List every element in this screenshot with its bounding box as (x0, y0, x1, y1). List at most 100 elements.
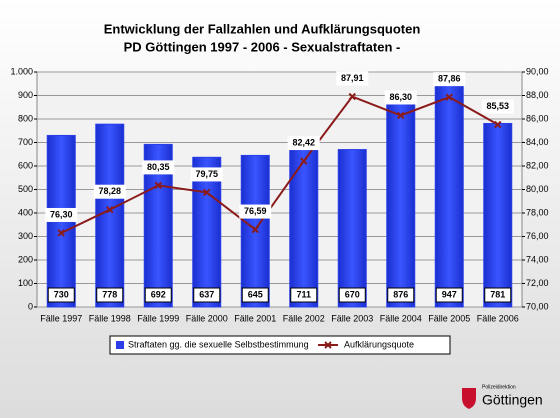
marker (300, 157, 308, 165)
value-label: 730 (54, 289, 69, 299)
legend-label: Aufklärungsquote (344, 339, 414, 349)
y-tick-label: 100 (18, 278, 33, 288)
x-tick-label: Fälle 1999 (137, 313, 179, 323)
value-label-box (142, 160, 175, 175)
marker (494, 120, 502, 129)
logo-caption: Polizeidirektion (482, 384, 516, 390)
value-label: 781 (490, 289, 505, 299)
bar (192, 156, 222, 308)
logo-shield (462, 388, 476, 409)
legend-swatch (116, 341, 124, 349)
value-label: 692 (151, 289, 166, 299)
value-label-box (96, 287, 124, 303)
legend (109, 335, 451, 355)
y2-tick-label: 72,00 (526, 278, 549, 288)
chart-title: Entwicklung der Fallzahlen und Aufklärun… (104, 21, 421, 36)
y2-tick-label: 90,00 (526, 66, 549, 76)
value-label-box (435, 287, 463, 303)
y2-tick-label: 70,00 (526, 301, 549, 311)
value-label: 76,59 (244, 206, 267, 216)
y-tick-label: 800 (18, 113, 33, 123)
x-tick-label: Fälle 2003 (331, 313, 373, 323)
x-tick-label: Fälle 2006 (477, 313, 519, 323)
bar (386, 100, 416, 308)
value-label-box (241, 287, 269, 303)
line (60, 95, 499, 234)
y2-tick-label: 82,00 (526, 160, 549, 170)
value-label: 76,30 (50, 209, 73, 219)
y-tick-label: 600 (18, 160, 33, 170)
value-label-box (433, 72, 466, 87)
value-label: 80,35 (147, 162, 170, 172)
y-tick-label: 500 (18, 184, 33, 194)
value-label-box (47, 287, 75, 303)
value-label: 645 (248, 289, 263, 299)
value-label-box (144, 287, 172, 303)
x-tick-label: Fälle 2005 (428, 313, 470, 323)
marker (203, 188, 211, 197)
legend-marker (324, 341, 332, 349)
x-tick-label: Fälle 2001 (234, 313, 276, 323)
value-label-box (384, 90, 417, 105)
value-label: 876 (393, 289, 408, 299)
bar (95, 123, 125, 308)
x-tick-label: Fälle 2000 (186, 313, 228, 323)
value-label-box (239, 204, 272, 219)
x-tick-label: Fälle 1998 (89, 313, 131, 323)
y-tick-label: 1.000 (10, 66, 33, 76)
value-label-box (190, 167, 223, 182)
bar (337, 149, 367, 308)
value-label-box (290, 287, 318, 303)
x-tick-label: Fälle 2002 (283, 313, 325, 323)
value-label-box (387, 287, 415, 303)
value-label: 778 (102, 289, 117, 299)
value-label: 79,75 (195, 169, 218, 179)
value-label: 82,42 (292, 137, 315, 147)
marker (251, 225, 259, 234)
y2-tick-label: 74,00 (526, 254, 549, 264)
y2-tick-label: 76,00 (526, 231, 549, 241)
y-tick-label: 200 (18, 254, 33, 264)
bar (434, 83, 464, 308)
y2-tick-label: 86,00 (526, 113, 549, 123)
value-label-box (338, 287, 366, 303)
value-label: 637 (199, 289, 214, 299)
marker (57, 229, 65, 237)
y-tick-label: 0 (28, 301, 33, 311)
value-label: 670 (345, 289, 360, 299)
marker (397, 111, 405, 120)
logo-name: Göttingen (482, 392, 543, 408)
value-label-box (93, 184, 126, 199)
legend-label: Straftaten gg. die sexuelle Selbstbestim… (128, 339, 309, 349)
value-label-box (45, 207, 78, 222)
x-tick-label: Fälle 1997 (40, 313, 82, 323)
marker (154, 181, 162, 190)
bar (289, 139, 319, 308)
y-tick-label: 900 (18, 90, 33, 100)
value-label: 87,91 (341, 73, 364, 83)
marker (348, 92, 356, 101)
y2-tick-label: 78,00 (526, 207, 549, 217)
value-label-box (193, 287, 221, 303)
value-label: 711 (296, 289, 311, 299)
y2-tick-label: 88,00 (526, 90, 549, 100)
x-tick-label: Fälle 2004 (380, 313, 422, 323)
chart-subtitle: PD Göttingen 1997 - 2006 - Sexualstrafta… (124, 39, 401, 54)
value-label: 86,30 (389, 92, 412, 102)
value-label-box (287, 136, 320, 151)
value-label: 947 (442, 289, 457, 299)
y-tick-label: 300 (18, 231, 33, 241)
y2-tick-label: 80,00 (526, 184, 549, 194)
value-label: 87,86 (438, 74, 461, 84)
marker (106, 206, 114, 214)
bar (240, 154, 270, 308)
y2-tick-label: 84,00 (526, 137, 549, 147)
y-tick-label: 400 (18, 207, 33, 217)
bar (483, 122, 513, 308)
value-label: 78,28 (98, 186, 121, 196)
value-label: 85,53 (486, 101, 509, 111)
marker (445, 93, 453, 101)
value-label-box (484, 287, 512, 303)
